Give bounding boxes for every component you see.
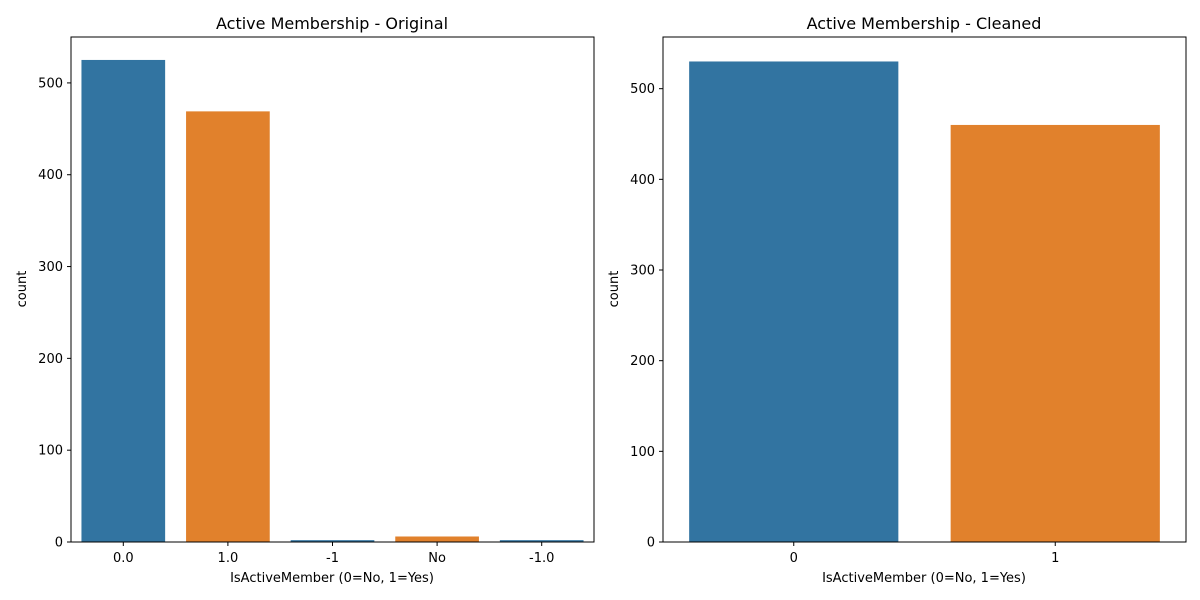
chart-cleaned-y-tick-label-5: 400 — [630, 173, 655, 188]
chart-original-bar-1 — [81, 59, 166, 542]
chart-cleaned-y-axis-label: count — [607, 271, 622, 308]
chart-cleaned-x-axis-label: IsActiveMember (0=No, 1=Yes) — [822, 571, 1026, 586]
chart-original-x-tick-label-1: 0.0 — [113, 551, 134, 566]
chart-original-x-axis-label: IsActiveMember (0=No, 1=Yes) — [230, 571, 434, 586]
chart-original-x-tick-label-5: -1.0 — [529, 551, 554, 566]
chart-cleaned-y-tick-label-1: 0 — [647, 536, 655, 551]
chart-cleaned-bar-2 — [950, 124, 1160, 542]
chart-cleaned-y-tick-label-6: 500 — [630, 82, 655, 97]
chart-original: Active Membership - Original 0 100 200 300 4… — [15, 14, 595, 586]
chart-original-x-tick-label-4: No — [428, 551, 446, 566]
chart-cleaned-bar-1 — [689, 61, 899, 542]
chart-original-y-tick-label-3: 200 — [38, 352, 63, 367]
chart-cleaned: Active Membership - Cleaned 010020030040… — [607, 14, 1187, 586]
chart-cleaned-y-tick-label-4: 300 — [630, 264, 655, 279]
chart-original-y-tick-label-1: 0 — [55, 536, 63, 551]
chart-cleaned-frame — [662, 36, 1187, 543]
chart-cleaned-x-tick-label-1: 0 — [790, 551, 798, 566]
chart-original-y-ticks: 0 100 200 300 400 500 — [38, 76, 71, 551]
chart-original-y-tick-label-2: 100 — [38, 444, 63, 459]
chart-cleaned-y-tick-label-2: 100 — [630, 445, 655, 460]
chart-original-bar-4 — [395, 536, 479, 542]
chart-cleaned-bars — [689, 61, 1160, 542]
chart-original-bars — [81, 59, 584, 543]
chart-original-x-tick-label-2: 1.0 — [218, 551, 239, 566]
chart-original-bar-2 — [186, 111, 270, 543]
chart-original-y-tick-label-6: 500 — [38, 76, 63, 91]
chart-original-frame — [70, 36, 595, 543]
chart-original-y-tick-label-4: 300 — [38, 260, 63, 275]
chart-original-bar-5 — [499, 540, 584, 542]
chart-original-title: Active Membership - Original — [216, 14, 448, 33]
chart-original-x-tick-label-3: -1 — [326, 551, 339, 566]
chart-cleaned-y-ticks: 0 100 200 300 400 500 — [630, 82, 663, 551]
chart-original-y-tick-label-5: 400 — [38, 168, 63, 183]
chart-cleaned-title: Active Membership - Cleaned — [807, 14, 1042, 33]
chart-cleaned-x-tick-label-2: 1 — [1051, 551, 1059, 566]
chart-original-x-ticks: 0.0 1.0 -1 No -1.0 — [113, 542, 554, 566]
chart-cleaned-y-tick-label-3: 200 — [630, 354, 655, 369]
chart-original-y-axis-label: count — [15, 271, 30, 308]
chart-original-bar-3 — [290, 540, 375, 542]
